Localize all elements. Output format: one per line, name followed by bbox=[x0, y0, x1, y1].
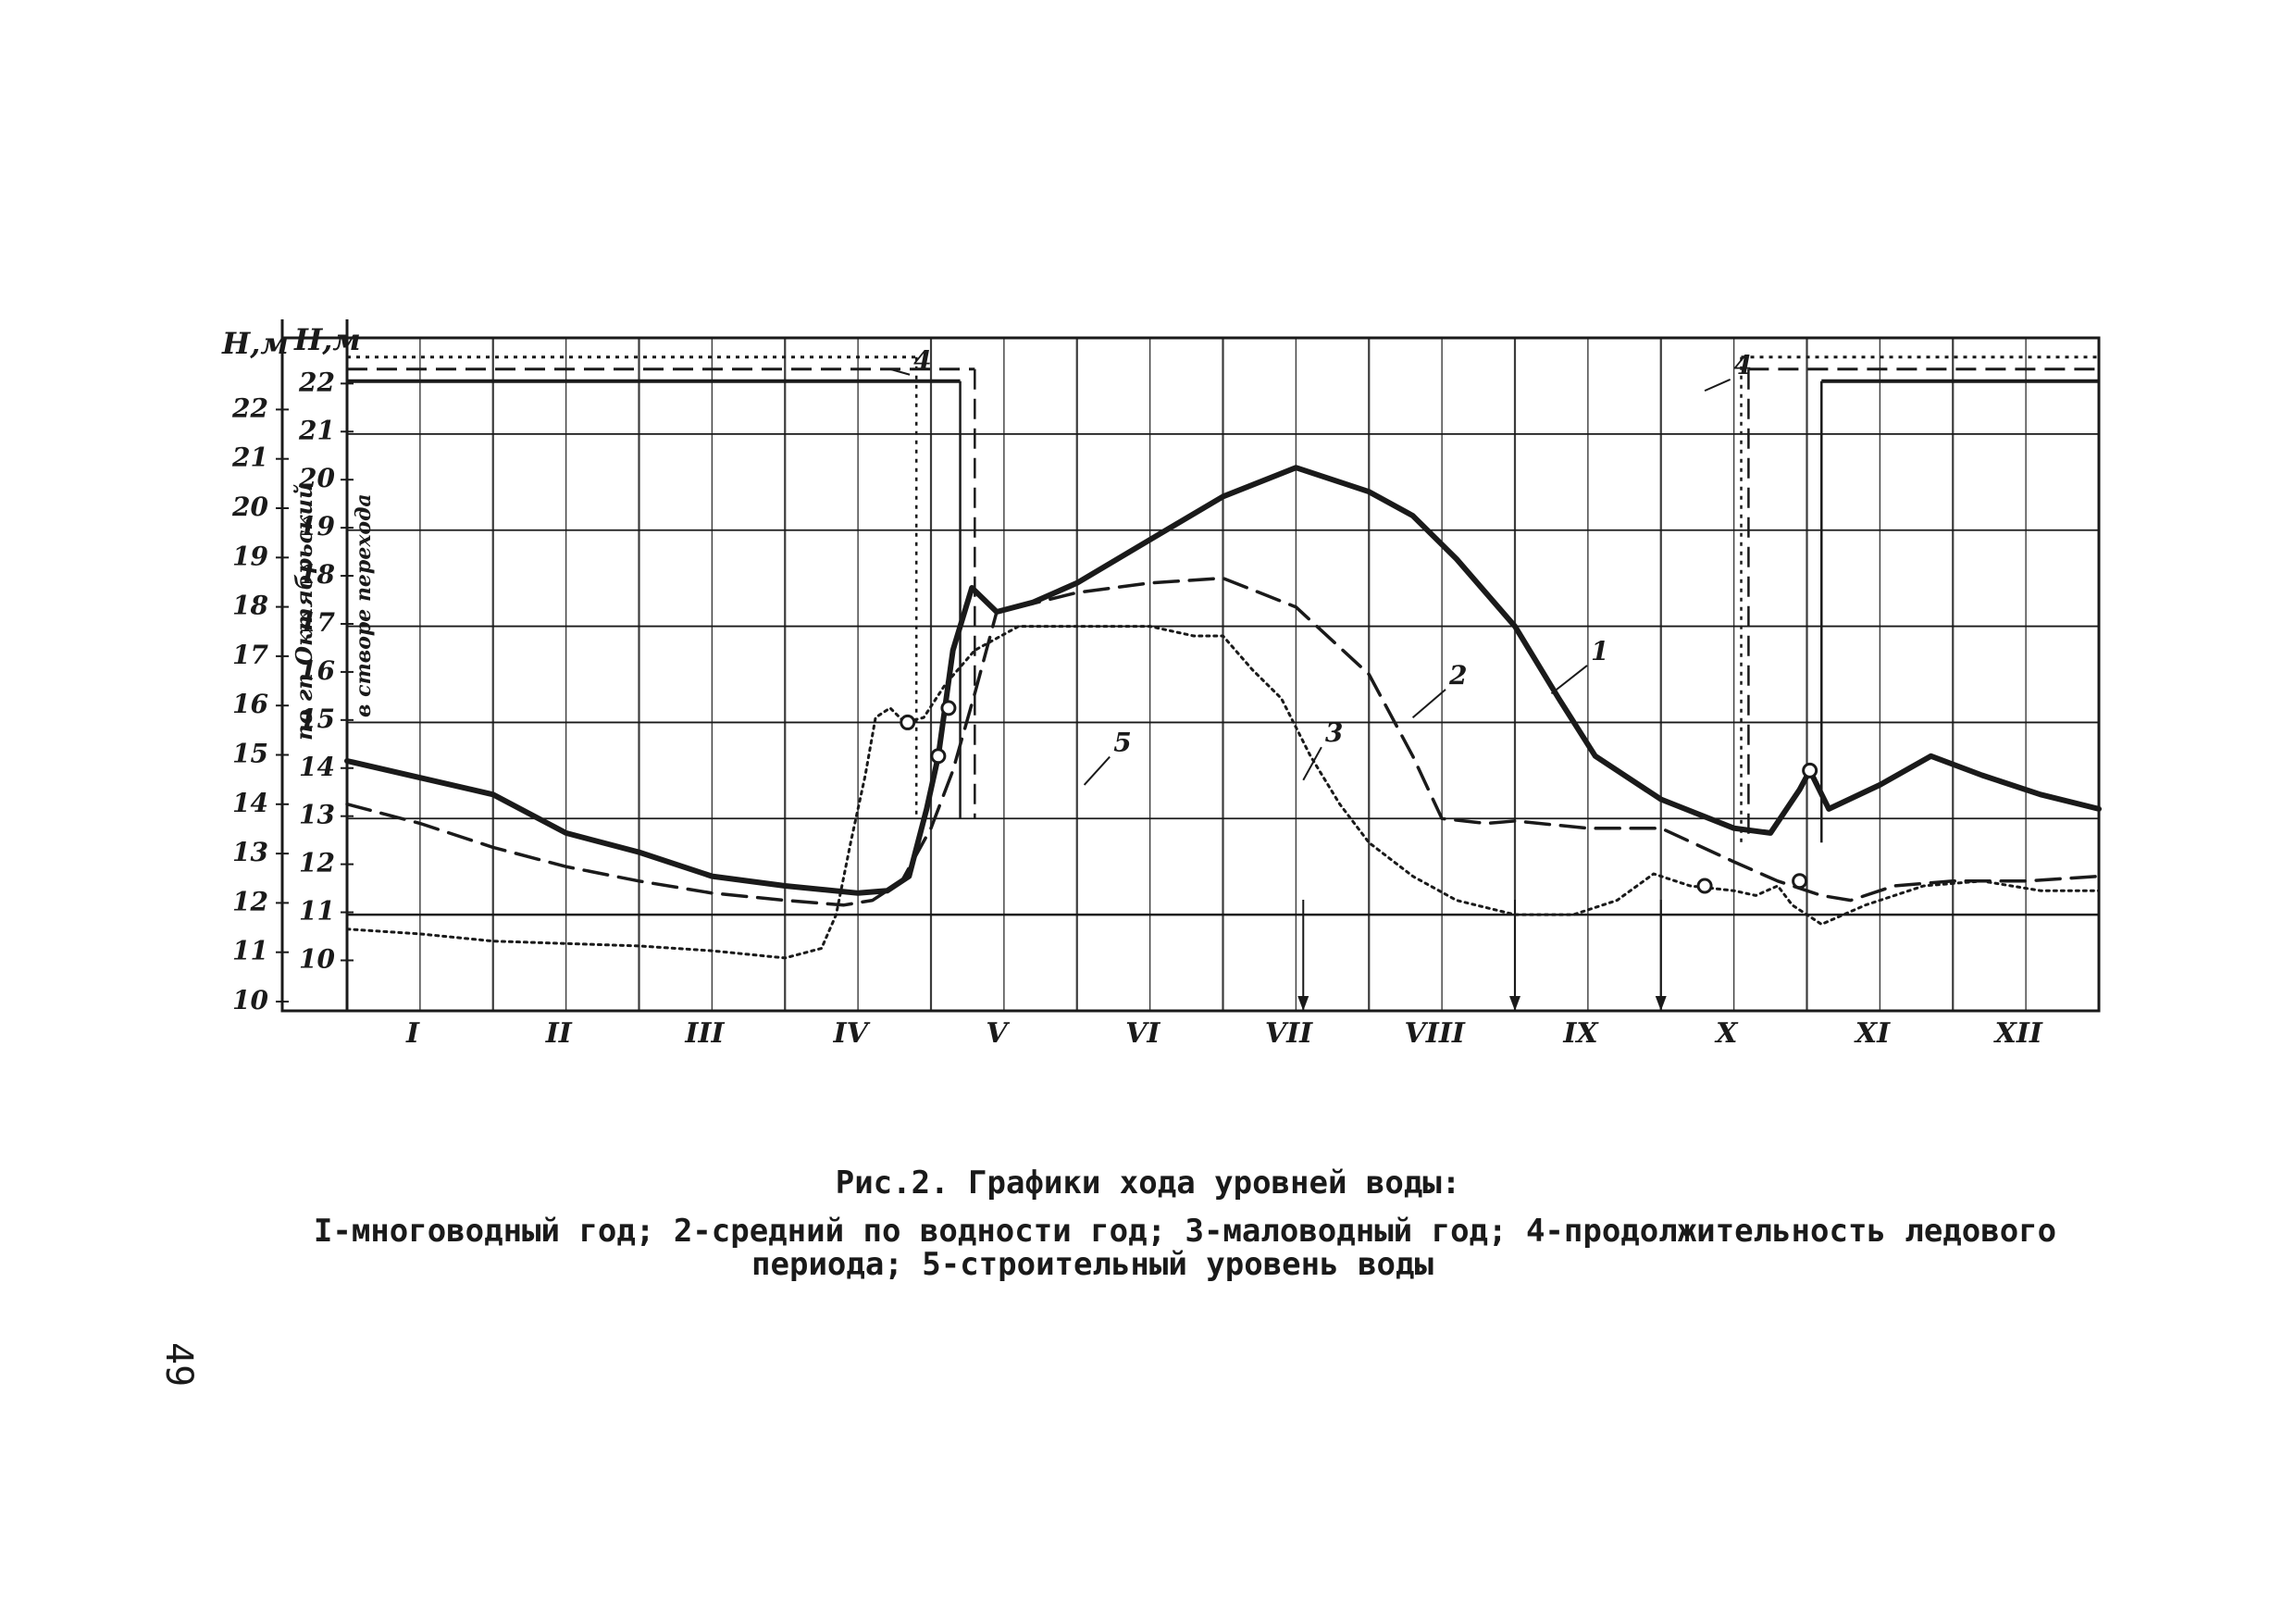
month-tick-label: IX bbox=[1562, 1017, 1599, 1050]
curve-number-label: 4 bbox=[1734, 350, 1752, 380]
outer-y-tick-label: 18 bbox=[232, 591, 268, 621]
chart-grid bbox=[280, 319, 2101, 1013]
inner-y-tick-label: 18 bbox=[299, 559, 335, 590]
chart-labels: 1 2 3 4 4 5 bbox=[889, 345, 1752, 786]
inner-y-tick-label: 10 bbox=[299, 943, 335, 974]
inner-y-tick-label: 21 bbox=[298, 415, 335, 445]
curve-number-label: 4 bbox=[913, 345, 931, 376]
month-tick-label: VIII bbox=[1405, 1017, 1466, 1050]
data-point-marker bbox=[930, 748, 947, 765]
outer-y-tick-label: 10 bbox=[232, 985, 268, 1015]
inner-y-tick-label: 12 bbox=[299, 848, 335, 878]
data-point-marker bbox=[900, 714, 916, 730]
inner-axis-caption-crossing: в створе перехода bbox=[352, 493, 376, 717]
month-tick-label: XII bbox=[1993, 1017, 2043, 1050]
month-tick-label: I bbox=[405, 1017, 420, 1050]
outer-y-axis-label: H,м bbox=[221, 326, 289, 361]
inner-y-tick-label: 19 bbox=[299, 511, 335, 542]
outer-y-tick-label: 22 bbox=[231, 392, 268, 423]
inner-y-tick-label: 16 bbox=[299, 655, 335, 686]
arrow-head bbox=[1509, 996, 1520, 1011]
series-lines bbox=[344, 465, 2102, 1011]
month-tick-label: IV bbox=[833, 1017, 871, 1050]
inner-y-tick-label: 11 bbox=[299, 896, 335, 927]
outer-y-tick-label: 11 bbox=[232, 936, 268, 966]
figure-caption-line-2: периода; 5-строительный уровень воды bbox=[751, 1246, 1433, 1283]
month-tick-label: VI bbox=[1125, 1017, 1160, 1050]
data-point-marker bbox=[1696, 878, 1713, 894]
inner-y-tick-label: 22 bbox=[298, 367, 335, 397]
page-number: 49 bbox=[157, 1342, 200, 1388]
inner-y-axis-label: H,м bbox=[293, 322, 361, 357]
outer-y-tick-label: 17 bbox=[232, 640, 268, 670]
month-tick-label: X bbox=[1714, 1017, 1739, 1050]
outer-y-tick-label: 19 bbox=[232, 541, 268, 571]
leader-line bbox=[1083, 755, 1111, 786]
leader-line bbox=[1704, 379, 1731, 392]
curve-number-label: 5 bbox=[1113, 728, 1131, 758]
month-tick-label: XI bbox=[1854, 1017, 1891, 1050]
inner-y-tick-label: 20 bbox=[298, 463, 335, 493]
figure-caption-line-1: I-многоводный год; 2-средний по водности… bbox=[313, 1213, 2057, 1250]
plot-frame bbox=[280, 336, 2101, 1013]
outer-y-tick-label: 12 bbox=[232, 886, 268, 916]
arrow-head bbox=[1297, 996, 1309, 1011]
axis-ticks: I II III IV V VI VII VIII IX X XI XII10111213141516… bbox=[221, 322, 2043, 1050]
series-line-3 bbox=[345, 625, 2101, 960]
leader-line bbox=[1550, 665, 1588, 695]
month-tick-label: VII bbox=[1265, 1017, 1313, 1050]
outer-y-tick-label: 16 bbox=[232, 689, 268, 719]
outer-y-tick-label: 15 bbox=[232, 739, 268, 769]
data-point-marker bbox=[1792, 873, 1808, 890]
inner-y-tick-label: 14 bbox=[299, 752, 335, 782]
inner-axis-caption-gauge: по гп Октябрьский bbox=[291, 483, 317, 741]
month-tick-label: V bbox=[986, 1017, 1010, 1050]
data-point-marker bbox=[940, 700, 957, 716]
month-tick-label: III bbox=[684, 1017, 725, 1050]
outer-y-tick-label: 21 bbox=[231, 442, 268, 473]
arrow-head bbox=[1655, 996, 1667, 1011]
curve-number-label: 3 bbox=[1325, 717, 1343, 748]
inner-y-tick-label: 15 bbox=[299, 704, 335, 734]
curve-number-label: 2 bbox=[1448, 660, 1467, 691]
outer-y-tick-label: 13 bbox=[232, 837, 268, 867]
outer-y-tick-label: 14 bbox=[232, 788, 268, 818]
leader-line bbox=[1411, 689, 1446, 718]
curve-number-label: 1 bbox=[1591, 636, 1608, 666]
figure-caption-title: Рис.2. Графики хода уровней воды: bbox=[835, 1164, 1461, 1202]
leader-line bbox=[1302, 746, 1322, 781]
outer-y-tick-label: 20 bbox=[231, 492, 268, 522]
leader-line bbox=[889, 367, 911, 376]
inner-y-tick-label: 13 bbox=[299, 800, 335, 830]
data-point-marker bbox=[1802, 762, 1818, 778]
inner-y-tick-label: 17 bbox=[299, 607, 335, 638]
month-tick-label: II bbox=[545, 1017, 573, 1050]
